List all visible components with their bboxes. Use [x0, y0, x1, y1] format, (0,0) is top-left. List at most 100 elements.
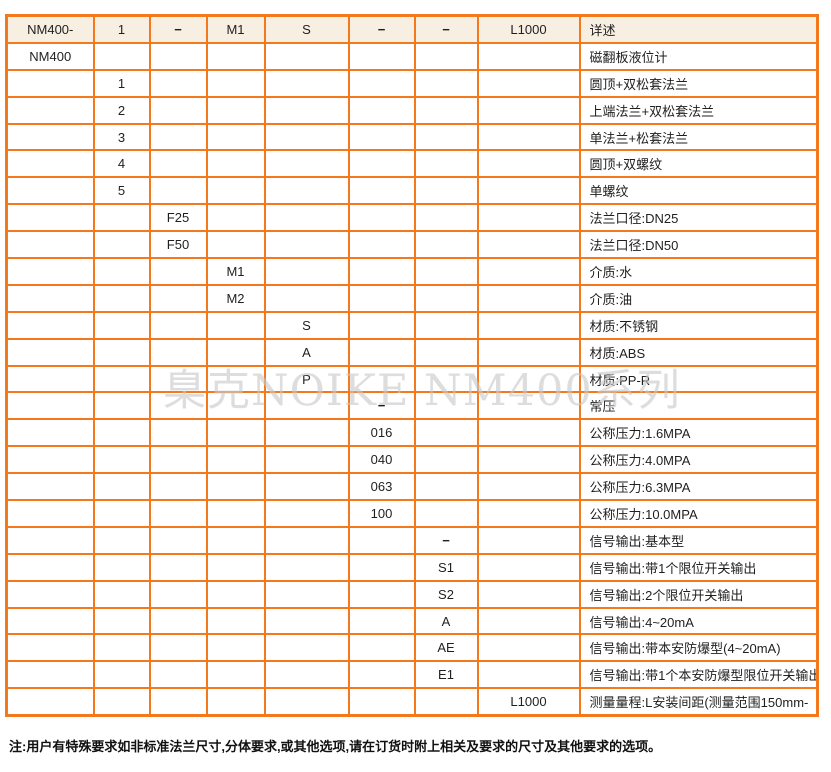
table-row: L1000 测量量程:L安装间距(测量范围150mm-: [5, 687, 819, 717]
code-cell: S2: [413, 579, 479, 609]
empty-cell: [5, 525, 95, 555]
empty-cell: [413, 176, 479, 206]
table-row: S 材质:不锈钢: [5, 310, 819, 340]
empty-cell: [347, 579, 416, 609]
table-row: M1 介质:水: [5, 257, 819, 286]
empty-cell: [413, 203, 479, 233]
empty-cell: [413, 68, 479, 98]
code-cell: NM400: [5, 41, 95, 71]
empty-cell: [205, 230, 266, 260]
empty-cell: [92, 418, 151, 448]
table-row: 3 单法兰+松套法兰: [5, 122, 819, 152]
empty-cell: [92, 310, 151, 340]
table-row: 040 公称压力:4.0MPA: [5, 445, 819, 475]
empty-cell: [476, 606, 581, 636]
empty-cell: [413, 687, 479, 717]
empty-cell: [205, 445, 266, 475]
code-cell: S: [263, 310, 350, 340]
empty-cell: [476, 633, 581, 663]
empty-cell: [263, 472, 350, 502]
code-cell: AE: [413, 633, 479, 663]
empty-cell: [205, 606, 266, 636]
description-cell: 圆顶+双螺纹: [578, 149, 819, 179]
description-cell: 磁翻板液位计: [578, 41, 819, 71]
empty-cell: [476, 283, 581, 313]
empty-cell: [413, 230, 479, 260]
empty-cell: [413, 472, 479, 502]
empty-cell: [476, 68, 581, 98]
table-row: 5 单螺纹: [5, 176, 819, 206]
empty-cell: [263, 176, 350, 206]
empty-cell: [347, 257, 416, 286]
empty-cell: [5, 445, 95, 475]
empty-cell: [92, 230, 151, 260]
empty-cell: [148, 122, 208, 152]
empty-cell: [92, 41, 151, 71]
empty-cell: [148, 283, 208, 313]
empty-cell: [5, 687, 95, 717]
table-row: NM400 磁翻板液位计: [5, 41, 819, 71]
empty-cell: [92, 337, 151, 367]
header-description: 详述: [578, 14, 819, 44]
empty-cell: [205, 337, 266, 367]
description-cell: 法兰口径:DN50: [578, 230, 819, 260]
empty-cell: [205, 122, 266, 152]
empty-cell: [476, 310, 581, 340]
empty-cell: [5, 364, 95, 394]
empty-cell: [148, 499, 208, 528]
empty-cell: [476, 230, 581, 260]
empty-cell: [148, 472, 208, 502]
empty-cell: [205, 525, 266, 555]
empty-cell: [263, 257, 350, 286]
empty-cell: [413, 499, 479, 528]
empty-cell: [476, 122, 581, 152]
table-row: P 材质:PP-R: [5, 364, 819, 394]
description-cell: 信号输出:带本安防爆型(4~20mA): [578, 633, 819, 663]
empty-cell: [347, 337, 416, 367]
empty-cell: [413, 310, 479, 340]
empty-cell: [92, 579, 151, 609]
empty-cell: [347, 633, 416, 663]
empty-cell: [347, 606, 416, 636]
empty-cell: [476, 499, 581, 528]
empty-cell: [263, 633, 350, 663]
empty-cell: [476, 472, 581, 502]
empty-cell: [347, 95, 416, 125]
description-cell: 公称压力:10.0MPA: [578, 499, 819, 528]
empty-cell: [148, 149, 208, 179]
table-row: − 信号输出:基本型: [5, 525, 819, 555]
header-structure-code: 1: [92, 14, 151, 44]
empty-cell: [148, 41, 208, 71]
empty-cell: [347, 525, 416, 555]
empty-cell: [413, 283, 479, 313]
code-cell: E1: [413, 660, 479, 690]
header-medium-code: M1: [205, 14, 266, 44]
empty-cell: [205, 552, 266, 582]
empty-cell: [148, 660, 208, 690]
empty-cell: [205, 633, 266, 663]
code-cell: 063: [347, 472, 416, 502]
code-cell: 2: [92, 95, 151, 125]
code-cell: M2: [205, 283, 266, 313]
description-cell: 上端法兰+双松套法兰: [578, 95, 819, 125]
code-cell: A: [263, 337, 350, 367]
description-cell: 材质:PP-R: [578, 364, 819, 394]
table-row: S2 信号输出:2个限位开关输出: [5, 579, 819, 609]
empty-cell: [205, 499, 266, 528]
model-selection-table: NM400- 1 − M1 S − − L1000 详述 NM400 磁翻板液位计…: [5, 14, 819, 718]
description-cell: 公称压力:4.0MPA: [578, 445, 819, 475]
empty-cell: [476, 337, 581, 367]
empty-cell: [413, 364, 479, 394]
empty-cell: [148, 364, 208, 394]
empty-cell: [148, 525, 208, 555]
empty-cell: [476, 176, 581, 206]
empty-cell: [148, 445, 208, 475]
empty-cell: [413, 418, 479, 448]
code-cell: A: [413, 606, 479, 636]
description-cell: 公称压力:1.6MPA: [578, 418, 819, 448]
empty-cell: [148, 310, 208, 340]
description-cell: 常压: [578, 391, 819, 421]
empty-cell: [413, 445, 479, 475]
empty-cell: [205, 418, 266, 448]
empty-cell: [5, 203, 95, 233]
